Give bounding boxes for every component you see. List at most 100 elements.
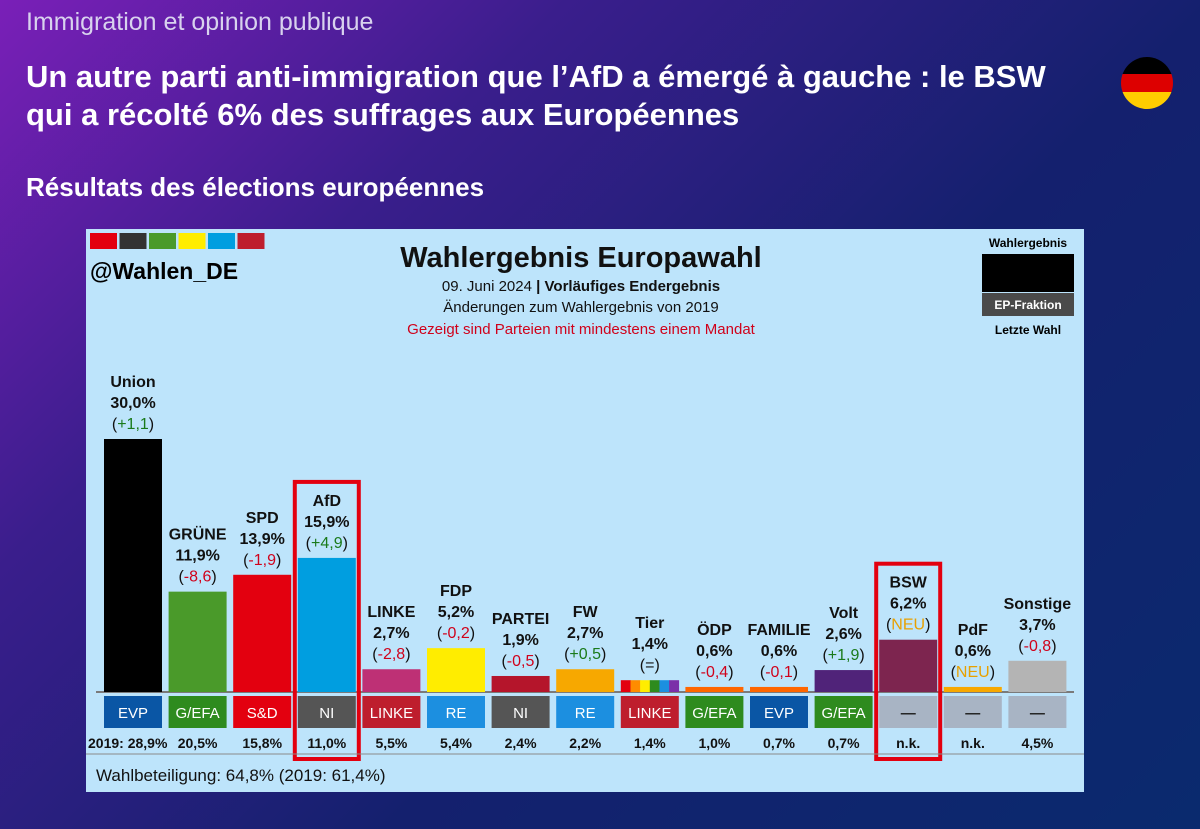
value-label: 2,7%: [373, 625, 409, 642]
ep-group-box: [1008, 696, 1067, 728]
party-label: FAMILIE: [747, 622, 810, 639]
ep-group-label: RE: [575, 705, 596, 722]
bar: [814, 670, 873, 692]
ep-group-box: [104, 696, 162, 728]
ep-group-box: [814, 696, 873, 728]
flag-stripe: [1121, 91, 1173, 109]
previous-result: 1,4%: [634, 735, 666, 751]
chart-note: Gezeigt sind Parteien mit mindestens ein…: [407, 321, 756, 338]
headline: Un autre parti anti-immigration que l’Af…: [26, 59, 1046, 132]
bar: [943, 686, 1002, 692]
value-label: 0,6%: [761, 643, 797, 660]
party-label: PdF: [958, 622, 988, 639]
palette-swatch: [208, 233, 235, 249]
value-label: 2,6%: [825, 626, 861, 643]
ep-group-label: G/EFA: [176, 705, 220, 722]
palette-swatch: [237, 233, 265, 249]
bar: [362, 669, 421, 692]
ep-group-label: RE: [446, 705, 467, 722]
change-label: (-1,9): [243, 552, 281, 569]
change-label: (-0,8): [1018, 638, 1056, 655]
previous-result: 0,7%: [763, 735, 795, 751]
change-label: (-2,8): [372, 646, 410, 663]
change-label: (+1,9): [822, 647, 864, 664]
chart-panel: @Wahlen_DE Wahlergebnis Europawahl 09. J…: [86, 229, 1084, 792]
ep-group-box: [750, 696, 808, 728]
value-label: 1,9%: [502, 632, 538, 649]
palette-swatch: [90, 233, 117, 249]
change-label: (NEU): [886, 617, 930, 634]
previous-result: 4,5%: [1021, 735, 1053, 751]
party-label: GRÜNE: [169, 525, 227, 544]
party-label: ÖDP: [697, 620, 732, 639]
previous-result: 5,5%: [375, 735, 407, 751]
value-label: 0,6%: [696, 643, 732, 660]
palette-swatch: [178, 233, 206, 249]
ep-group-box: [297, 696, 356, 728]
previous-result: 11,0%: [307, 735, 346, 751]
previous-result: 2,4%: [505, 735, 537, 751]
bar: [233, 574, 292, 692]
chart-status: Vorläufiges Endergebnis: [545, 278, 721, 295]
bar: [491, 675, 550, 692]
party-label: Volt: [829, 605, 859, 622]
legend-last: Letzte Wahl: [995, 323, 1061, 337]
ep-group-box: [943, 696, 1002, 728]
ep-group-label: EVP: [764, 705, 794, 722]
ep-group-box: [427, 696, 485, 728]
bar: [640, 680, 651, 692]
value-label: 11,9%: [175, 548, 219, 565]
party-label: Sonstige: [1004, 596, 1072, 613]
handle: @Wahlen_DE: [90, 258, 238, 284]
change-label: (=): [640, 657, 660, 674]
ep-group-label: G/EFA: [822, 705, 866, 722]
ep-group-box: [168, 696, 227, 728]
value-label: 15,9%: [304, 514, 349, 531]
ep-group-label: NI: [513, 705, 528, 722]
bar: [669, 680, 680, 692]
legend-result: Wahlergebnis: [989, 236, 1068, 250]
bar: [750, 686, 808, 692]
ep-group-box: [879, 696, 938, 728]
change-label: (-0,5): [501, 653, 539, 670]
value-label: 13,9%: [240, 531, 285, 548]
highlight-frame: [874, 561, 943, 762]
bar: [649, 680, 660, 692]
separator: |: [532, 278, 545, 295]
bar: [556, 669, 615, 692]
palette-swatch: [119, 233, 147, 249]
kicker: Immigration et opinion publique: [26, 8, 374, 36]
previous-result: 2019: 28,9%: [88, 735, 168, 751]
party-label: Tier: [635, 615, 664, 632]
ep-group-box: [233, 696, 292, 728]
ep-group-box: [556, 696, 615, 728]
previous-result: 5,4%: [440, 735, 472, 751]
previous-result: 15,8%: [242, 735, 282, 751]
bar: [297, 557, 356, 692]
previous-result: 2,2%: [569, 735, 601, 751]
change-label: (+4,9): [306, 535, 348, 552]
bars: (+1,1) 30,0% Union EVP 2019: 28,9% (-8,6) 11,9…: [88, 374, 1072, 762]
bar: [1008, 660, 1067, 692]
value-label: 0,6%: [955, 643, 991, 660]
election-chart: @Wahlen_DE Wahlergebnis Europawahl 09. J…: [86, 233, 1084, 785]
legend: Wahlergebnis EP-Fraktion Letzte Wahl: [982, 236, 1074, 337]
bar: [659, 680, 670, 692]
legend-group-swatch: [982, 293, 1074, 316]
chart-date-line: 09. Juni 2024 | Vorläufiges Endergebnis: [442, 278, 720, 295]
bar: [879, 639, 938, 692]
ep-group-box: [362, 696, 421, 728]
change-label: (NEU): [951, 664, 995, 681]
bar: [620, 680, 631, 692]
party-label: BSW: [890, 575, 928, 592]
change-label: (-0,1): [760, 664, 798, 681]
change-label: (+0,5): [564, 646, 606, 663]
party-label: LINKE: [367, 604, 415, 621]
change-label: (-0,4): [695, 664, 733, 681]
previous-result: 20,5%: [178, 735, 218, 751]
party-label: SPD: [246, 510, 279, 527]
chart-title: Wahlergebnis Europawahl: [400, 242, 761, 274]
value-label: 3,7%: [1019, 617, 1055, 634]
ep-group-label: —: [901, 705, 916, 722]
bar: [630, 680, 641, 692]
